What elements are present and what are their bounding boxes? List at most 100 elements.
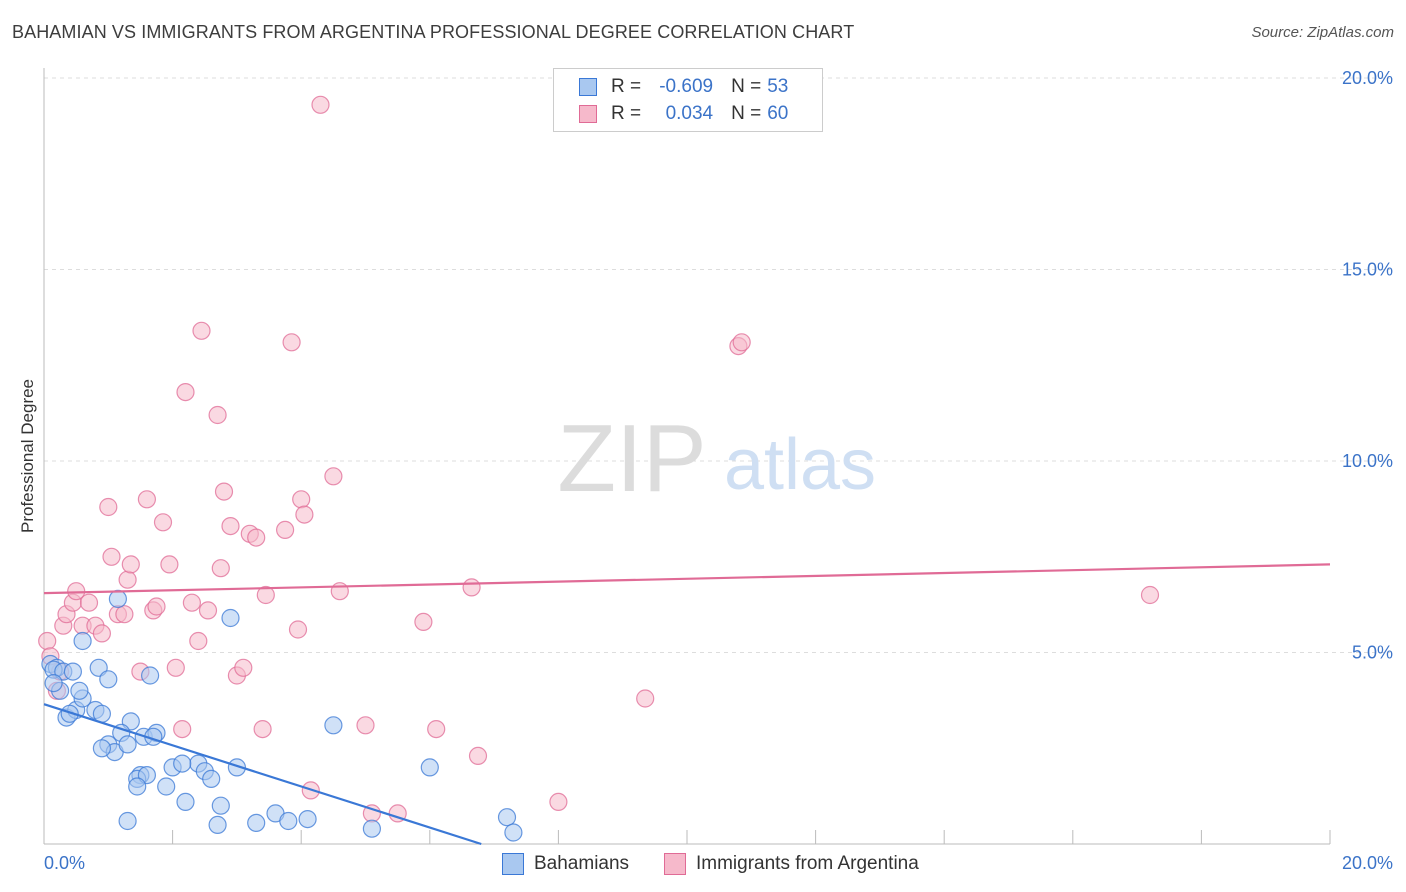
data-point xyxy=(732,333,751,352)
data-point xyxy=(102,547,121,566)
data-point xyxy=(330,582,349,601)
trend-line xyxy=(43,563,1331,595)
data-point xyxy=(276,520,295,540)
data-point xyxy=(79,593,99,612)
watermark-zip: ZIP xyxy=(557,405,706,512)
source-label: Source: ZipAtlas.com xyxy=(1251,24,1394,41)
data-point xyxy=(420,758,439,777)
data-point xyxy=(234,658,253,677)
legend-swatch-pink xyxy=(579,105,597,123)
axes xyxy=(43,68,1331,845)
data-point xyxy=(208,815,227,835)
series-bahamians-points xyxy=(41,589,523,842)
legend-r-label: R = xyxy=(611,76,642,97)
y-tick-label: 10.0% xyxy=(1342,451,1393,471)
data-point xyxy=(202,769,221,789)
y-tick-label: 20.0% xyxy=(1342,68,1393,88)
data-point xyxy=(118,735,137,754)
data-point xyxy=(73,631,92,651)
legend-row-argentina: R = 0.034 N = 60 xyxy=(579,101,788,127)
x-tick-label: 0.0% xyxy=(44,853,85,873)
data-point xyxy=(63,662,83,681)
trend-lines xyxy=(43,563,1331,846)
data-point xyxy=(173,754,192,773)
x-tick-label: 20.0% xyxy=(1342,853,1393,873)
bottom-legend-label: Immigrants from Argentina xyxy=(696,853,919,874)
series-argentina-points xyxy=(38,95,1160,823)
data-point xyxy=(189,631,208,651)
data-point xyxy=(295,505,314,524)
data-point xyxy=(118,570,137,589)
data-point xyxy=(549,792,568,812)
correlation-legend: R = -0.609 N = 53 R = 0.034 N = 60 xyxy=(553,68,823,132)
data-point xyxy=(208,405,227,425)
chart-title: BAHAMIAN VS IMMIGRANTS FROM ARGENTINA PR… xyxy=(12,22,855,42)
data-point xyxy=(173,719,192,739)
legend-r-value: 0.034 xyxy=(665,103,714,124)
data-point xyxy=(198,601,218,620)
bottom-legend-swatch-blue xyxy=(502,853,524,875)
data-point xyxy=(636,689,655,708)
data-point xyxy=(160,555,179,574)
data-point xyxy=(118,811,137,831)
data-point xyxy=(92,624,112,643)
data-point xyxy=(92,739,112,758)
data-point xyxy=(141,666,160,685)
data-point xyxy=(462,578,481,597)
data-point xyxy=(44,673,63,693)
legend-r-value: -0.609 xyxy=(659,76,714,97)
data-point xyxy=(176,383,195,402)
legend-n-value: 53 xyxy=(767,76,789,97)
tick-labels: 5.0% 10.0% 15.0% 20.0% 0.0% 20.0% xyxy=(44,68,1393,873)
data-point xyxy=(60,704,79,723)
data-point xyxy=(128,777,147,796)
data-point xyxy=(288,620,308,639)
data-point xyxy=(324,467,343,486)
data-point xyxy=(282,333,301,352)
data-point xyxy=(497,808,517,827)
data-point xyxy=(292,490,311,509)
legend-swatch-blue xyxy=(579,78,597,96)
data-point xyxy=(227,758,246,777)
data-point xyxy=(356,716,375,735)
data-point xyxy=(298,809,317,829)
data-point xyxy=(211,796,230,815)
y-tick-label: 15.0% xyxy=(1342,260,1393,280)
legend-n-label: N = xyxy=(731,76,762,97)
data-point xyxy=(324,716,343,735)
data-point xyxy=(214,482,234,501)
data-point xyxy=(176,792,195,812)
data-point xyxy=(153,513,173,532)
data-point xyxy=(221,608,240,628)
data-point xyxy=(504,823,523,842)
data-point xyxy=(414,612,433,632)
legend-n-value: 60 xyxy=(767,103,789,124)
data-point xyxy=(166,658,185,677)
data-point xyxy=(38,631,57,651)
legend-row-bahamians: R = -0.609 N = 53 xyxy=(579,74,788,100)
data-point xyxy=(256,585,275,605)
bottom-legend-bahamians: Bahamians xyxy=(502,852,629,876)
data-point xyxy=(221,516,240,536)
data-point xyxy=(157,777,176,796)
bottom-legend-argentina: Immigrants from Argentina xyxy=(664,852,919,876)
data-point xyxy=(253,719,272,739)
bottom-legend-swatch-pink xyxy=(664,853,686,875)
data-point xyxy=(99,670,118,689)
data-point xyxy=(182,593,201,612)
data-point xyxy=(247,813,266,833)
data-point xyxy=(311,95,330,114)
legend-r-label: R = xyxy=(611,103,642,124)
data-point xyxy=(192,321,211,340)
data-point xyxy=(427,719,446,739)
data-point xyxy=(108,589,128,609)
data-point xyxy=(211,559,230,578)
data-point xyxy=(115,605,134,624)
data-point xyxy=(468,746,488,766)
data-point xyxy=(279,811,298,831)
data-point xyxy=(362,819,381,838)
watermark-atlas: atlas xyxy=(724,425,876,505)
legend-n-label: N = xyxy=(731,103,762,124)
data-point xyxy=(137,490,156,509)
